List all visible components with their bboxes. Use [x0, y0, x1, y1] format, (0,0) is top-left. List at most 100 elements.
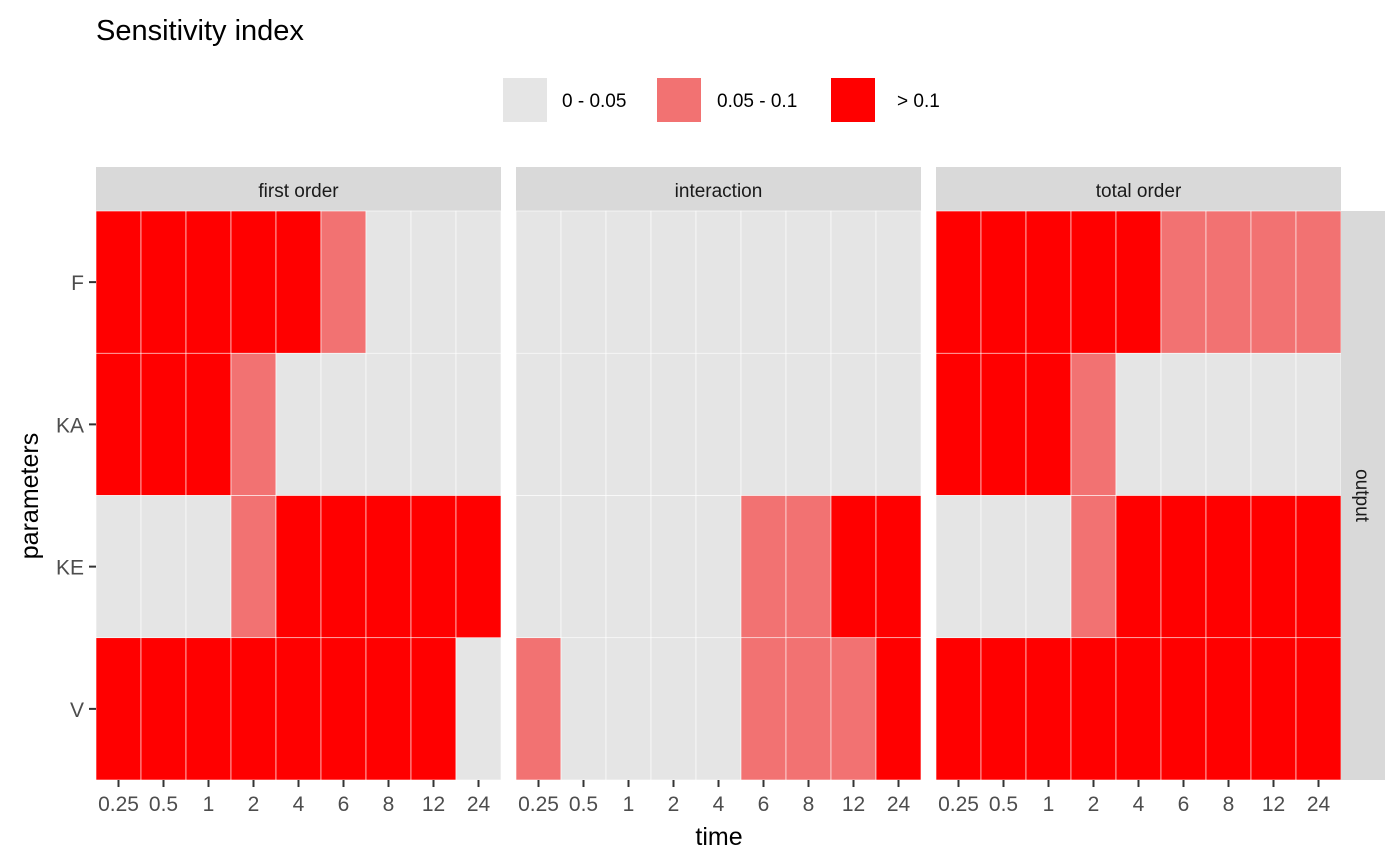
cell-1-F-0.25 [515, 210, 562, 354]
cell-2-V-8 [1205, 637, 1252, 781]
cell-2-KA-2 [1070, 352, 1117, 496]
x-tick-label-0-4: 4 [293, 793, 305, 816]
cell-2-KA-24 [1295, 352, 1342, 496]
cell-1-F-6 [740, 210, 787, 354]
cell-0-F-0.25 [95, 210, 142, 354]
cell-0-KA-0.5 [140, 352, 187, 496]
cell-1-KE-8 [785, 495, 832, 639]
cell-1-V-24 [875, 637, 922, 781]
cell-2-V-6 [1160, 637, 1207, 781]
x-tick-label-2-8: 8 [1223, 793, 1235, 816]
cell-2-KE-2 [1070, 495, 1117, 639]
cell-1-F-12 [830, 210, 877, 354]
cell-0-V-12 [410, 637, 457, 781]
panel-2: total order [935, 167, 1342, 781]
cell-0-KA-1 [185, 352, 232, 496]
cell-1-V-6 [740, 637, 787, 781]
cell-2-KE-8 [1205, 495, 1252, 639]
cell-0-KA-4 [275, 352, 322, 496]
cell-1-V-12 [830, 637, 877, 781]
x-tick-label-2-24: 24 [1307, 793, 1331, 816]
cell-0-V-24 [455, 637, 502, 781]
cell-1-KA-1 [605, 352, 652, 496]
facet-strip-1 [516, 167, 921, 211]
facet-strip-label-1: interaction [675, 181, 763, 202]
cell-0-KE-8 [365, 495, 412, 639]
x-tick-label-0-6: 6 [338, 793, 350, 816]
cell-2-V-24 [1295, 637, 1342, 781]
x-tick-label-2-4: 4 [1133, 793, 1145, 816]
cell-1-F-1 [605, 210, 652, 354]
cell-2-KA-6 [1160, 352, 1207, 496]
right-strip-background [1341, 211, 1385, 780]
panel-0: first order [95, 167, 502, 781]
cell-0-KA-8 [365, 352, 412, 496]
cell-1-KA-0.5 [560, 352, 607, 496]
cell-1-KA-4 [695, 352, 742, 496]
right-strip-label: output [1351, 469, 1372, 523]
cell-1-V-0.5 [560, 637, 607, 781]
cell-2-KA-4 [1115, 352, 1162, 496]
x-tick-label-2-0.25: 0.25 [938, 793, 979, 816]
legend-key-1 [657, 78, 701, 122]
cell-0-KE-2 [230, 495, 277, 639]
cell-0-V-0.5 [140, 637, 187, 781]
x-tick-label-2-0.5: 0.5 [989, 793, 1018, 816]
cell-2-V-1 [1025, 637, 1072, 781]
cell-1-V-8 [785, 637, 832, 781]
cell-2-F-24 [1295, 210, 1342, 354]
cell-0-V-2 [230, 637, 277, 781]
cell-2-V-4 [1115, 637, 1162, 781]
cell-1-F-8 [785, 210, 832, 354]
x-tick-label-1-0.5: 0.5 [569, 793, 598, 816]
facet-strip-label-0: first order [258, 181, 339, 202]
x-tick-label-1-6: 6 [758, 793, 770, 816]
x-tick-label-2-2: 2 [1088, 793, 1100, 816]
cell-2-F-4 [1115, 210, 1162, 354]
cell-0-F-8 [365, 210, 412, 354]
legend-label-1: 0.05 - 0.1 [717, 91, 797, 112]
y-axis: F KA KE V [56, 272, 96, 722]
cell-0-KA-2 [230, 352, 277, 496]
cell-0-KA-6 [320, 352, 367, 496]
cell-0-KE-12 [410, 495, 457, 639]
facet-strip-2 [936, 167, 1341, 211]
cell-0-V-1 [185, 637, 232, 781]
cell-0-F-6 [320, 210, 367, 354]
cell-1-KE-4 [695, 495, 742, 639]
y-tick-label-KA: KA [56, 414, 84, 437]
cell-1-KA-2 [650, 352, 697, 496]
cell-1-KA-0.25 [515, 352, 562, 496]
x-axis: 0.25 0.5 1 2 4 6 8 12 24 0.25 0.5 1 2 4 6 8 12 24 0.25 0.5 1… [98, 780, 1330, 816]
cell-0-KE-24 [455, 495, 502, 639]
cell-2-V-0.25 [935, 637, 982, 781]
cell-2-KA-1 [1025, 352, 1072, 496]
cell-1-F-2 [650, 210, 697, 354]
cell-1-V-1 [605, 637, 652, 781]
cell-0-F-0.5 [140, 210, 187, 354]
facet-panels: first order interaction total order [95, 167, 1342, 781]
cell-1-KA-12 [830, 352, 877, 496]
cell-2-F-8 [1205, 210, 1252, 354]
cell-2-KA-0.5 [980, 352, 1027, 496]
facet-strip-0 [96, 167, 501, 211]
cell-0-F-12 [410, 210, 457, 354]
x-tick-label-0-8: 8 [383, 793, 395, 816]
x-tick-label-0-2: 2 [248, 793, 260, 816]
x-tick-label-0-0.5: 0.5 [149, 793, 178, 816]
cell-2-V-12 [1250, 637, 1297, 781]
cell-2-KE-4 [1115, 495, 1162, 639]
cell-1-KE-24 [875, 495, 922, 639]
cell-1-KE-6 [740, 495, 787, 639]
cell-2-KA-8 [1205, 352, 1252, 496]
cell-1-KA-6 [740, 352, 787, 496]
cell-1-KE-2 [650, 495, 697, 639]
legend-key-0 [503, 78, 547, 122]
cell-0-V-4 [275, 637, 322, 781]
y-axis-title: parameters [16, 433, 44, 559]
cell-2-KE-12 [1250, 495, 1297, 639]
cell-0-KE-1 [185, 495, 232, 639]
legend: 0 - 0.05 0.05 - 0.1 > 0.1 [503, 78, 940, 122]
y-tick-label-F: F [71, 272, 84, 295]
cell-0-F-4 [275, 210, 322, 354]
